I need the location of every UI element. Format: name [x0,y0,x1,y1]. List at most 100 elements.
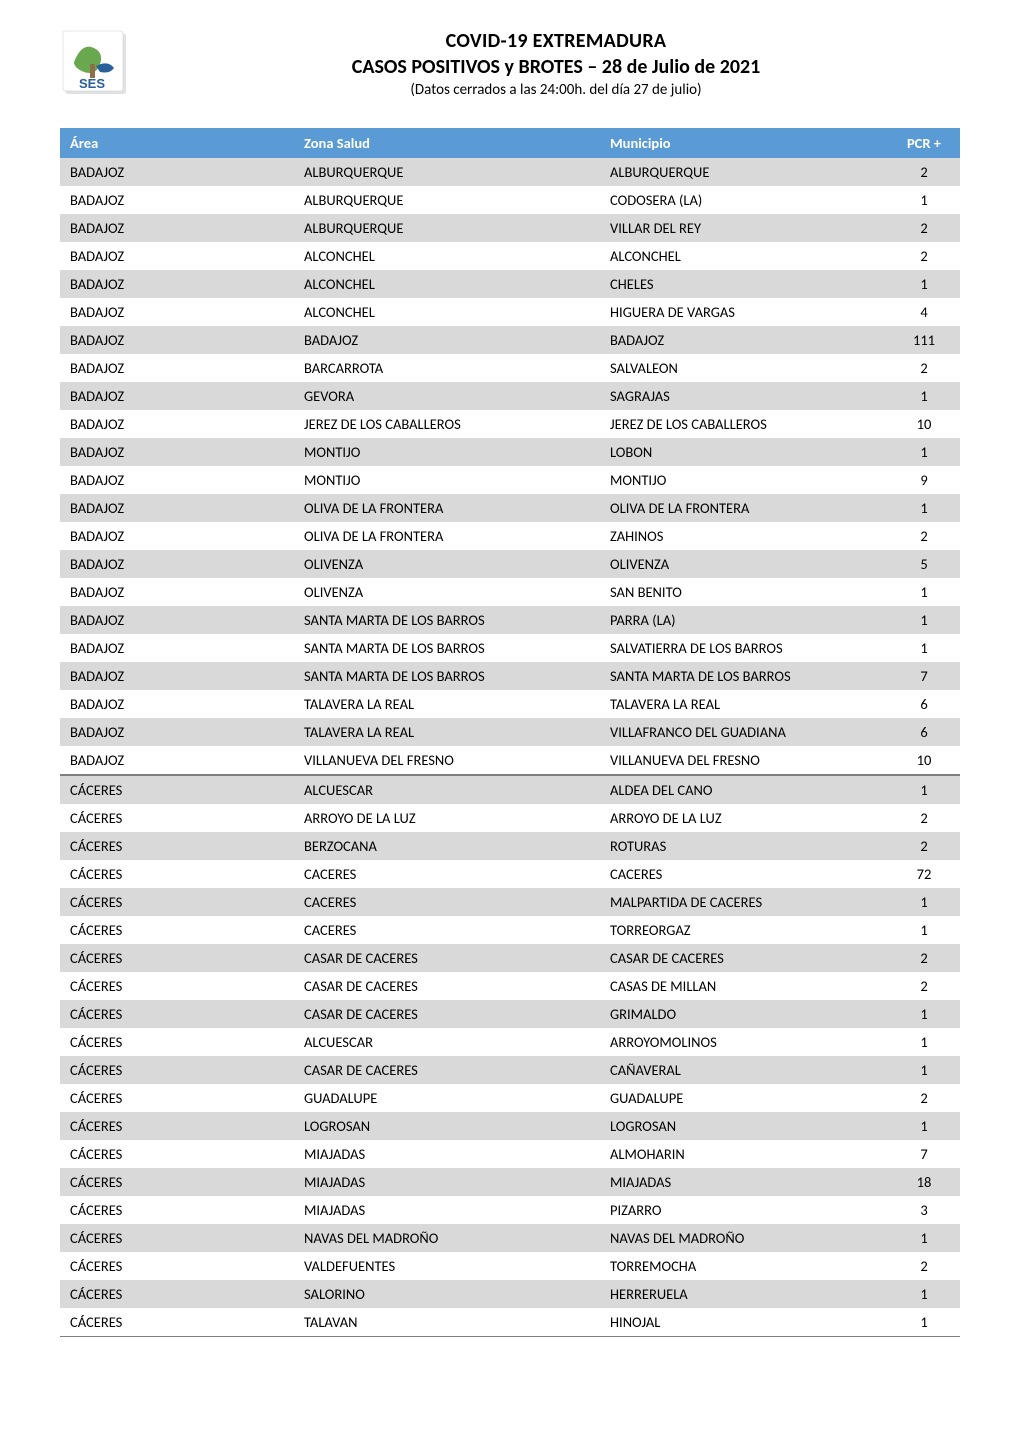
cell-area: BADAJOZ [60,410,294,438]
cell-zona: BARCARROTA [294,354,600,382]
cell-area: BADAJOZ [60,578,294,606]
cell-muni: ALCONCHEL [600,242,888,270]
cell-pcr: 1 [888,775,960,804]
table-row: CÁCERESCASAR DE CACERESCAÑAVERAL1 [60,1056,960,1084]
cell-zona: ALCUESCAR [294,775,600,804]
cell-muni: MALPARTIDA DE CACERES [600,888,888,916]
col-header-pcr: PCR + [888,128,960,158]
cell-muni: SALVATIERRA DE LOS BARROS [600,634,888,662]
table-row: BADAJOZOLIVENZAOLIVENZA5 [60,550,960,578]
cell-area: CÁCERES [60,832,294,860]
cell-muni: GRIMALDO [600,1000,888,1028]
cell-zona: ALBURQUERQUE [294,158,600,186]
cell-pcr: 1 [888,578,960,606]
cell-zona: OLIVA DE LA FRONTERA [294,494,600,522]
cell-area: BADAJOZ [60,466,294,494]
table-row: CÁCERESCASAR DE CACERESCASAS DE MILLAN2 [60,972,960,1000]
table-row: CÁCERESCACERESTORREORGAZ1 [60,916,960,944]
cell-muni: VILLANUEVA DEL FRESNO [600,746,888,775]
cell-area: BADAJOZ [60,550,294,578]
cell-zona: SANTA MARTA DE LOS BARROS [294,606,600,634]
cell-pcr: 72 [888,860,960,888]
table-row: BADAJOZALBURQUERQUEALBURQUERQUE2 [60,158,960,186]
cell-pcr: 111 [888,326,960,354]
cell-muni: MIAJADAS [600,1168,888,1196]
title-block: COVID-19 EXTREMADURA CASOS POSITIVOS y B… [152,29,960,99]
cell-pcr: 1 [888,634,960,662]
cell-pcr: 2 [888,804,960,832]
cell-zona: TALAVERA LA REAL [294,690,600,718]
cell-area: BADAJOZ [60,298,294,326]
cell-muni: TORREORGAZ [600,916,888,944]
table-row: BADAJOZJEREZ DE LOS CABALLEROSJEREZ DE L… [60,410,960,438]
cell-pcr: 7 [888,662,960,690]
cell-zona: MONTIJO [294,438,600,466]
cell-muni: VILLAR DEL REY [600,214,888,242]
table-row: CÁCERESMIAJADASALMOHARIN7 [60,1140,960,1168]
cell-area: CÁCERES [60,1056,294,1084]
cell-zona: MIAJADAS [294,1168,600,1196]
cell-area: CÁCERES [60,1140,294,1168]
cell-area: CÁCERES [60,1000,294,1028]
cell-pcr: 2 [888,354,960,382]
cell-zona: CACERES [294,860,600,888]
table-row: BADAJOZTALAVERA LA REALVILLAFRANCO DEL G… [60,718,960,746]
cell-area: CÁCERES [60,1084,294,1112]
cell-pcr: 1 [888,382,960,410]
cell-pcr: 2 [888,832,960,860]
table-row: CÁCERESALCUESCARARROYOMOLINOS1 [60,1028,960,1056]
table-row: BADAJOZSANTA MARTA DE LOS BARROSSALVATIE… [60,634,960,662]
cell-area: BADAJOZ [60,634,294,662]
cell-muni: PIZARRO [600,1196,888,1224]
cell-zona: ARROYO DE LA LUZ [294,804,600,832]
cell-muni: LOGROSAN [600,1112,888,1140]
cell-pcr: 4 [888,298,960,326]
cell-pcr: 6 [888,690,960,718]
cell-area: BADAJOZ [60,606,294,634]
cell-muni: CASAR DE CACERES [600,944,888,972]
cell-muni: ROTURAS [600,832,888,860]
cell-pcr: 10 [888,746,960,775]
cell-muni: ALMOHARIN [600,1140,888,1168]
title-line-3: (Datos cerrados a las 24:00h. del día 27… [152,81,960,99]
cell-pcr: 2 [888,214,960,242]
page-header: SES COVID-19 EXTREMADURA CASOS POSITIVOS… [60,28,960,100]
cell-zona: OLIVA DE LA FRONTERA [294,522,600,550]
cell-zona: ALCUESCAR [294,1028,600,1056]
cell-muni: PARRA (LA) [600,606,888,634]
cell-muni: BADAJOZ [600,326,888,354]
table-row: BADAJOZALBURQUERQUEVILLAR DEL REY2 [60,214,960,242]
cell-area: CÁCERES [60,1196,294,1224]
cell-area: CÁCERES [60,916,294,944]
cell-muni: CODOSERA (LA) [600,186,888,214]
cell-zona: ALCONCHEL [294,298,600,326]
cell-area: BADAJOZ [60,718,294,746]
cell-zona: BADAJOZ [294,326,600,354]
cell-area: BADAJOZ [60,214,294,242]
cell-muni: CASAS DE MILLAN [600,972,888,1000]
cell-pcr: 1 [888,1224,960,1252]
cell-pcr: 7 [888,1140,960,1168]
cell-area: CÁCERES [60,1028,294,1056]
cell-zona: CACERES [294,888,600,916]
cell-zona: GEVORA [294,382,600,410]
cell-zona: LOGROSAN [294,1112,600,1140]
cell-muni: TORREMOCHA [600,1252,888,1280]
col-header-zona: Zona Salud [294,128,600,158]
cell-area: BADAJOZ [60,690,294,718]
cell-zona: CASAR DE CACERES [294,972,600,1000]
cell-muni: TALAVERA LA REAL [600,690,888,718]
table-body: BADAJOZALBURQUERQUEALBURQUERQUE2BADAJOZA… [60,158,960,1337]
cell-area: BADAJOZ [60,326,294,354]
cell-pcr: 2 [888,972,960,1000]
cell-muni: SAN BENITO [600,578,888,606]
table-row: CÁCERESMIAJADASMIAJADAS18 [60,1168,960,1196]
cell-pcr: 1 [888,1280,960,1308]
table-row: CÁCERESTALAVANHINOJAL1 [60,1308,960,1337]
table-row: BADAJOZVILLANUEVA DEL FRESNOVILLANUEVA D… [60,746,960,775]
cell-zona: VALDEFUENTES [294,1252,600,1280]
cell-area: CÁCERES [60,1224,294,1252]
cell-zona: ALBURQUERQUE [294,186,600,214]
table-row: CÁCERESCACERESCACERES72 [60,860,960,888]
cell-area: CÁCERES [60,944,294,972]
